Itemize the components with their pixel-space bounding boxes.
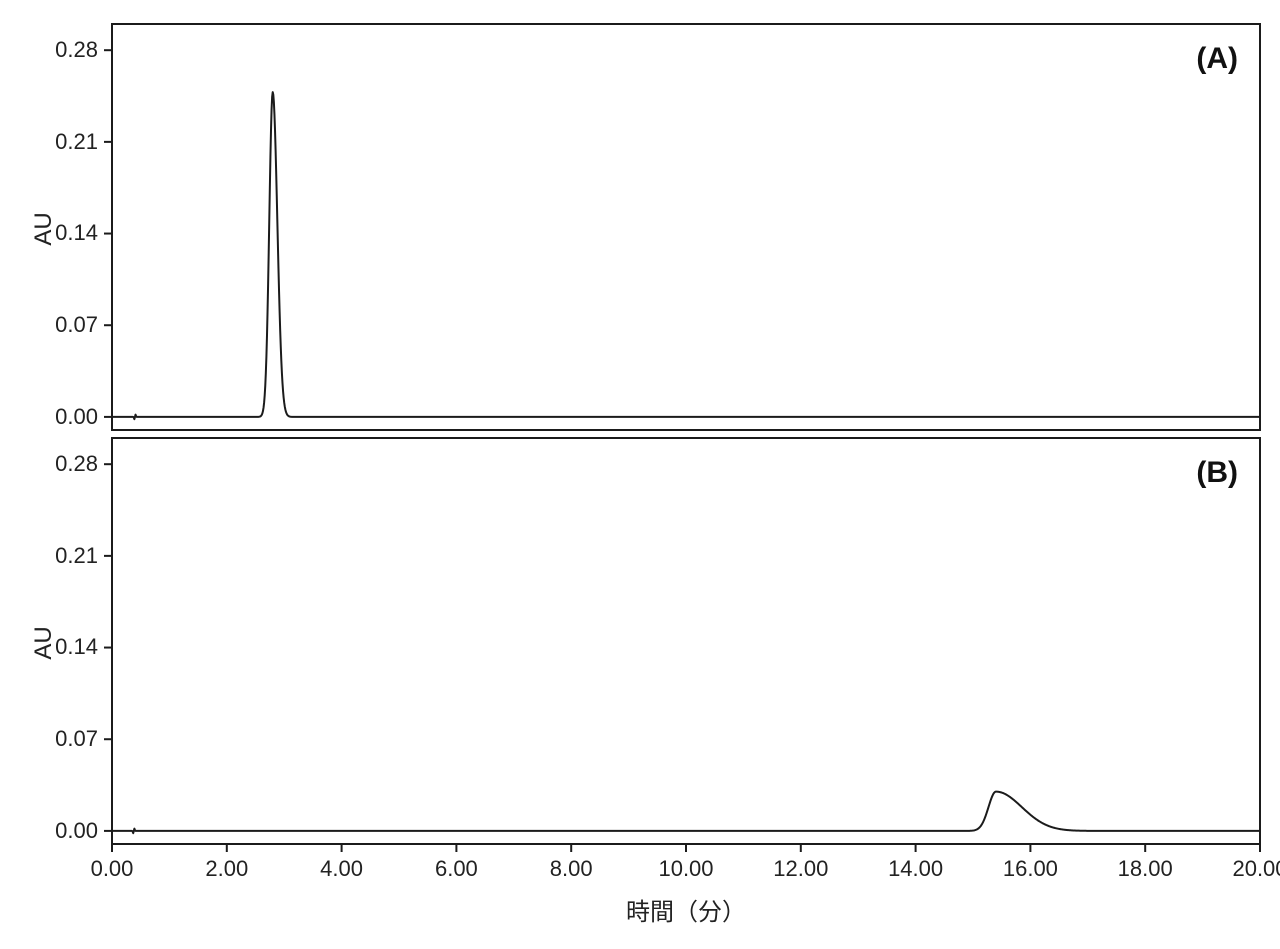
x-tick-label: 14.00 [888, 856, 943, 882]
x-tick-label: 18.00 [1118, 856, 1173, 882]
y-axis-label-b: AU [30, 623, 58, 663]
y-tick-label: 0.28 [55, 451, 98, 477]
y-tick-label: 0.14 [55, 220, 98, 246]
panel-letter-b: (B) [1196, 456, 1238, 490]
x-tick-label: 20.00 [1232, 856, 1280, 882]
panel-b: AU (B) 0.000.070.140.210.280.002.004.006… [112, 438, 1260, 844]
x-tick-label: 8.00 [550, 856, 593, 882]
x-axis-label: 時間（分） [112, 892, 1260, 927]
y-tick-label: 0.21 [55, 543, 98, 569]
x-tick-label: 12.00 [773, 856, 828, 882]
y-tick-label: 0.21 [55, 129, 98, 155]
y-tick-label: 0.07 [55, 726, 98, 752]
y-tick-label: 0.14 [55, 634, 98, 660]
y-tick-label: 0.00 [55, 818, 98, 844]
panel-letter-a: (A) [1196, 42, 1238, 76]
x-tick-label: 0.00 [91, 856, 134, 882]
x-tick-label: 16.00 [1003, 856, 1058, 882]
figure-container: AU (A) 0.000.070.140.210.28 AU (B) 0.000… [0, 0, 1280, 949]
y-axis-label-a: AU [30, 209, 58, 249]
y-tick-label: 0.07 [55, 312, 98, 338]
x-tick-label: 10.00 [658, 856, 713, 882]
x-tick-label: 2.00 [205, 856, 248, 882]
y-tick-label: 0.28 [55, 37, 98, 63]
panel-a-svg [112, 24, 1260, 430]
y-tick-label: 0.00 [55, 404, 98, 430]
panel-a: AU (A) 0.000.070.140.210.28 [112, 24, 1260, 430]
x-tick-label: 4.00 [320, 856, 363, 882]
panel-b-svg [112, 438, 1260, 844]
x-tick-label: 6.00 [435, 856, 478, 882]
